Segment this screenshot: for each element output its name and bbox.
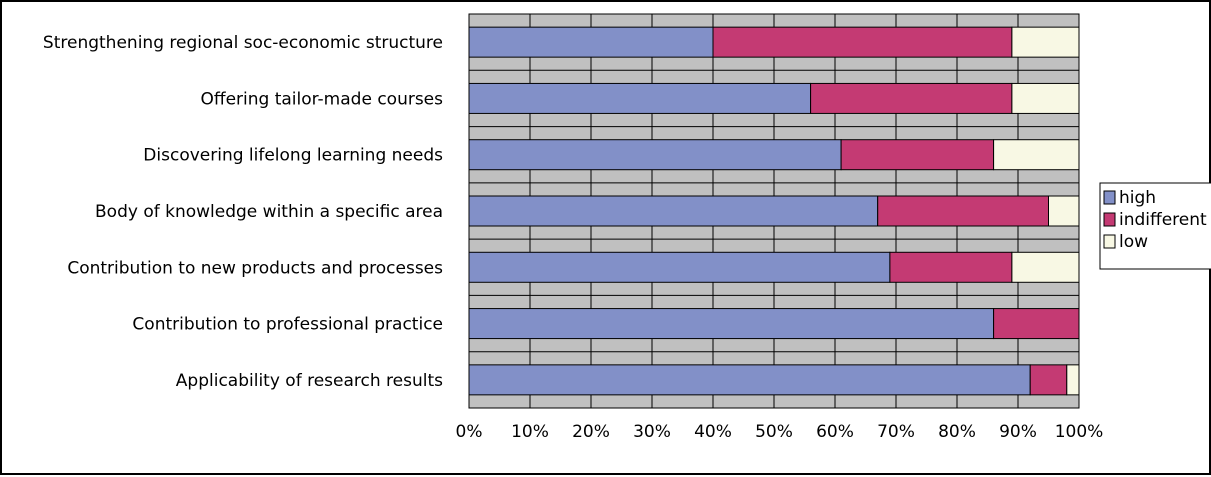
legend-box bbox=[1099, 182, 1211, 270]
bar-low bbox=[993, 139, 1080, 171]
x-tick-label: 100% bbox=[1055, 422, 1104, 442]
x-tick-label: 70% bbox=[877, 422, 915, 442]
bar-indifferent bbox=[810, 82, 1013, 114]
bar-low bbox=[1048, 195, 1080, 227]
x-tick-label: 40% bbox=[694, 422, 732, 442]
bar-high bbox=[468, 308, 995, 340]
bar-indifferent bbox=[877, 195, 1050, 227]
bar-indifferent bbox=[1029, 364, 1068, 396]
x-tick-label: 0% bbox=[456, 422, 483, 442]
category-labels: Strengthening regional soc-economic stru… bbox=[43, 33, 443, 391]
legend-label-indifferent: indifferent bbox=[1119, 210, 1207, 230]
bar-low bbox=[1011, 26, 1080, 58]
bar-indifferent bbox=[993, 308, 1080, 340]
bar-low bbox=[1066, 364, 1080, 396]
x-tick-label: 10% bbox=[511, 422, 549, 442]
x-tick-label: 60% bbox=[816, 422, 854, 442]
bar-indifferent bbox=[889, 251, 1013, 283]
x-tick-label: 80% bbox=[938, 422, 976, 442]
x-tick-label: 50% bbox=[755, 422, 793, 442]
bar-high bbox=[468, 139, 842, 171]
x-tick-labels: 0% 10% 20% 30% 40% 50% 60% 70% 80% 90% 100% bbox=[456, 422, 1104, 442]
legend-swatch-indifferent bbox=[1103, 212, 1116, 227]
bar-indifferent bbox=[712, 26, 1013, 58]
bar-high bbox=[468, 251, 891, 283]
bar-high bbox=[468, 26, 714, 58]
bar-low bbox=[1011, 82, 1080, 114]
bar-high bbox=[468, 82, 812, 114]
category-label: Applicability of research results bbox=[176, 371, 443, 391]
legend-label-high: high bbox=[1119, 188, 1156, 208]
category-label: Discovering lifelong learning needs bbox=[143, 146, 443, 166]
x-tick-label: 20% bbox=[572, 422, 610, 442]
category-label: Strengthening regional soc-economic stru… bbox=[43, 33, 443, 53]
category-label: Contribution to new products and process… bbox=[67, 258, 443, 278]
x-tick-label: 90% bbox=[999, 422, 1037, 442]
bars bbox=[468, 26, 1080, 396]
category-label: Contribution to professional practice bbox=[132, 315, 443, 335]
bar-indifferent bbox=[840, 139, 995, 171]
x-tick-label: 30% bbox=[633, 422, 671, 442]
legend-label-low: low bbox=[1119, 232, 1148, 252]
legend-swatch-high bbox=[1103, 190, 1116, 205]
bar-low bbox=[1011, 251, 1080, 283]
bar-high bbox=[468, 195, 879, 227]
bar-high bbox=[468, 364, 1031, 396]
category-label: Offering tailor-made courses bbox=[200, 89, 443, 109]
category-label: Body of knowledge within a specific area bbox=[95, 202, 443, 222]
legend-swatch-low bbox=[1103, 234, 1116, 249]
